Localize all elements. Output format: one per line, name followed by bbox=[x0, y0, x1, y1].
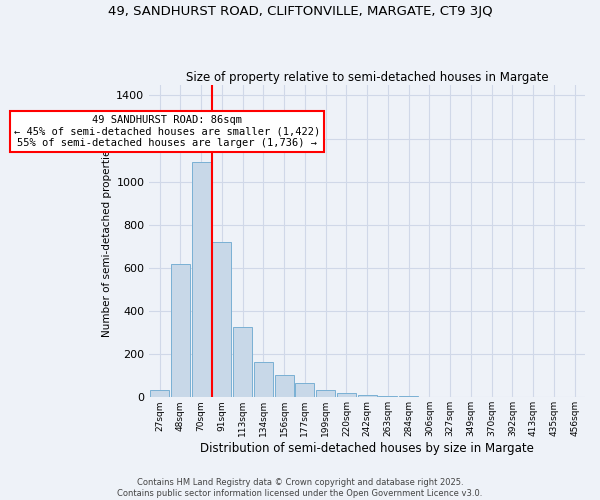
Bar bbox=[191, 162, 211, 398]
Bar bbox=[150, 390, 169, 398]
Bar bbox=[295, 384, 314, 398]
Bar bbox=[316, 390, 335, 398]
Bar bbox=[275, 374, 294, 398]
Text: Contains HM Land Registry data © Crown copyright and database right 2025.
Contai: Contains HM Land Registry data © Crown c… bbox=[118, 478, 482, 498]
Bar bbox=[254, 362, 273, 398]
Bar bbox=[399, 396, 418, 398]
Text: 49 SANDHURST ROAD: 86sqm
← 45% of semi-detached houses are smaller (1,422)
55% o: 49 SANDHURST ROAD: 86sqm ← 45% of semi-d… bbox=[14, 115, 320, 148]
Bar bbox=[171, 264, 190, 398]
Bar bbox=[379, 396, 397, 398]
Bar bbox=[337, 393, 356, 398]
Bar bbox=[233, 327, 252, 398]
Bar bbox=[358, 395, 377, 398]
Y-axis label: Number of semi-detached properties: Number of semi-detached properties bbox=[102, 144, 112, 338]
X-axis label: Distribution of semi-detached houses by size in Margate: Distribution of semi-detached houses by … bbox=[200, 442, 534, 455]
Text: 49, SANDHURST ROAD, CLIFTONVILLE, MARGATE, CT9 3JQ: 49, SANDHURST ROAD, CLIFTONVILLE, MARGAT… bbox=[107, 5, 493, 18]
Bar bbox=[212, 242, 232, 398]
Title: Size of property relative to semi-detached houses in Margate: Size of property relative to semi-detach… bbox=[186, 70, 548, 84]
